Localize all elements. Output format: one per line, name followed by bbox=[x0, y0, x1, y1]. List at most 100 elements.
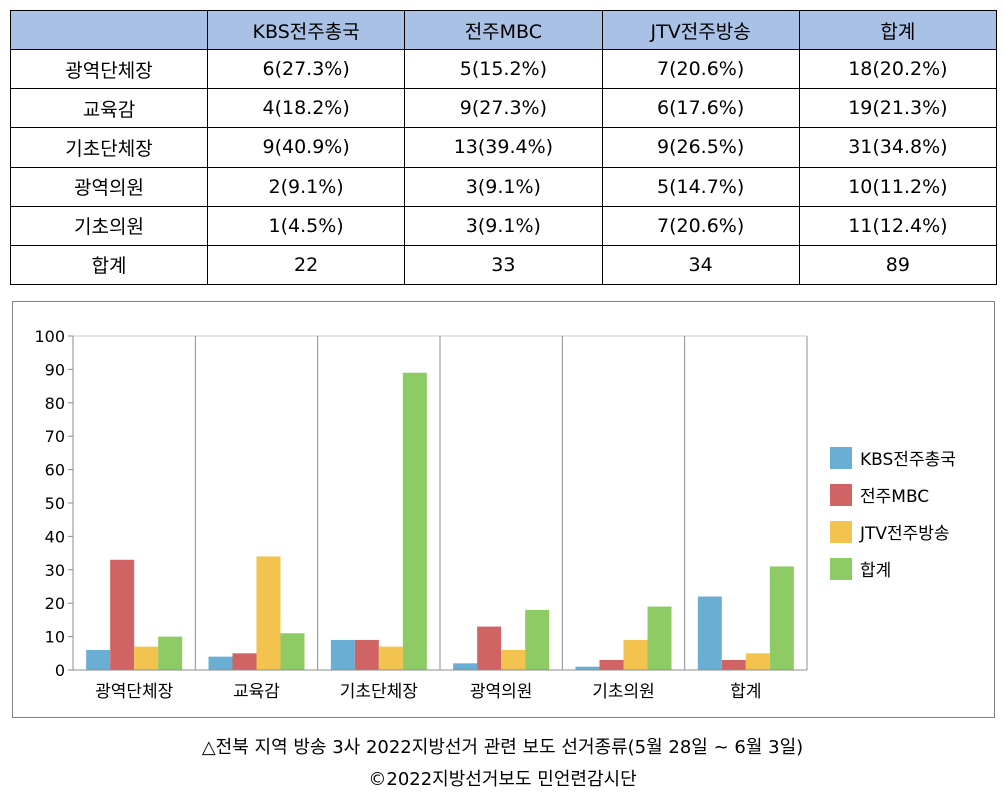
caption-line-2: ©2022지방선거보도 민언련감시단 bbox=[368, 769, 637, 790]
legend-swatch bbox=[830, 483, 852, 506]
bar bbox=[575, 666, 600, 670]
table-header-cell: 전주MBC bbox=[404, 9, 603, 51]
legend-label: JTV전주방송 bbox=[860, 524, 950, 544]
table-cell: 7(20.6%) bbox=[601, 205, 800, 246]
table-row: 기초단체장 9(40.9%) 13(39.4%) 9(26.5%) 31(34.… bbox=[10, 127, 998, 168]
table-row: 교육감 4(18.2%) 9(27.3%) 6(17.6%) 19(21.3%) bbox=[10, 88, 998, 129]
bar bbox=[745, 653, 770, 670]
table-cell: 5(15.2%) bbox=[404, 49, 603, 90]
table-cell: 3(9.1%) bbox=[404, 205, 603, 246]
table-cell: 6(27.3%) bbox=[206, 49, 406, 90]
table-cell: 4(18.2%) bbox=[206, 88, 406, 129]
y-tick-label: 50 bbox=[45, 494, 65, 513]
y-tick-label: 60 bbox=[45, 461, 65, 480]
bar bbox=[110, 559, 135, 670]
table-cell: 13(39.4%) bbox=[404, 127, 603, 168]
table-cell: 2(9.1%) bbox=[206, 166, 406, 207]
chart-container: 0 10 20 30 40 50 60 70 80 90 100 광역단체장 교육감 기초단체장 광역의원 기… bbox=[12, 301, 995, 718]
x-tick-label: 광역단체장 bbox=[95, 682, 174, 702]
table-header-cell: JTV전주방송 bbox=[601, 9, 800, 51]
table-cell: 89 bbox=[798, 244, 998, 286]
table-cell: 합계 bbox=[10, 244, 208, 286]
bar bbox=[769, 566, 794, 670]
legend-swatch bbox=[830, 557, 852, 580]
bar bbox=[158, 636, 183, 670]
table-header-row: KBS전주총국 전주MBC JTV전주방송 합계 bbox=[10, 9, 998, 51]
y-tick-label: 90 bbox=[45, 360, 65, 379]
bar-chart: 0 10 20 30 40 50 60 70 80 90 100 광역단체장 교육감 기초단체장 광역의원 기… bbox=[34, 327, 808, 702]
x-tick-label: 기초단체장 bbox=[340, 682, 419, 702]
table-total-row: 합계 22 33 34 89 bbox=[10, 244, 998, 286]
bar bbox=[86, 649, 111, 670]
y-tick-label: 70 bbox=[45, 427, 65, 446]
bar bbox=[697, 596, 722, 670]
x-tick-label: 광역의원 bbox=[470, 682, 533, 702]
table-cell: 7(20.6%) bbox=[601, 49, 800, 90]
y-tick-label: 10 bbox=[45, 628, 65, 647]
y-tick-label: 80 bbox=[45, 394, 65, 413]
table-cell: 광역의원 bbox=[10, 166, 208, 207]
legend-label: 전주MBC bbox=[860, 487, 930, 507]
bar bbox=[623, 639, 648, 670]
bar bbox=[647, 606, 672, 670]
table-header-cell: 합계 bbox=[798, 9, 998, 51]
bar bbox=[280, 633, 305, 670]
table-cell: 9(27.3%) bbox=[404, 88, 603, 129]
bar bbox=[354, 639, 379, 670]
data-table: KBS전주총국 전주MBC JTV전주방송 합계 광역단체장 6(27.3%) … bbox=[10, 9, 998, 286]
y-tick-label: 30 bbox=[45, 561, 65, 580]
bar bbox=[402, 372, 427, 670]
bar bbox=[378, 646, 403, 670]
table-cell: 기초의원 bbox=[10, 205, 208, 246]
legend-swatch bbox=[830, 520, 852, 543]
table-cell: 6(17.6%) bbox=[601, 88, 800, 129]
y-tick-label: 40 bbox=[45, 527, 65, 546]
table-cell: 19(21.3%) bbox=[798, 88, 998, 129]
bar bbox=[256, 556, 281, 670]
bar bbox=[599, 659, 624, 670]
table-cell: 1(4.5%) bbox=[206, 205, 406, 246]
table-cell: 11(12.4%) bbox=[798, 205, 998, 246]
legend-swatch bbox=[830, 446, 852, 469]
bar bbox=[208, 656, 233, 670]
table-header-cell: KBS전주총국 bbox=[206, 9, 406, 51]
table-cell: 광역단체장 bbox=[10, 49, 208, 90]
table-cell: 교육감 bbox=[10, 88, 208, 129]
table-row: 기초의원 1(4.5%) 3(9.1%) 7(20.6%) 11(12.4%) bbox=[10, 205, 998, 246]
y-tick-label: 0 bbox=[55, 661, 65, 680]
bar bbox=[477, 626, 502, 670]
table-cell: 9(26.5%) bbox=[601, 127, 800, 168]
table-cell: 10(11.2%) bbox=[798, 166, 998, 207]
table-cell: 5(14.7%) bbox=[601, 166, 800, 207]
legend-item: JTV전주방송 bbox=[830, 513, 956, 550]
x-tick-label: 합계 bbox=[730, 682, 761, 702]
caption-line-1: △전북 지역 방송 3사 2022지방선거 관련 보도 선거종류(5월 28일 … bbox=[201, 737, 804, 758]
x-tick-label: 기초의원 bbox=[592, 682, 655, 702]
table-cell: 33 bbox=[404, 244, 603, 286]
x-tick-label: 교육감 bbox=[233, 682, 280, 702]
bar bbox=[501, 649, 526, 670]
table-cell: 18(20.2%) bbox=[798, 49, 998, 90]
table-cell: 9(40.9%) bbox=[206, 127, 406, 168]
table-row: 광역단체장 6(27.3%) 5(15.2%) 7(20.6%) 18(20.2… bbox=[10, 49, 998, 90]
y-tick-label: 100 bbox=[34, 327, 65, 346]
legend-item: KBS전주총국 bbox=[830, 439, 956, 476]
bar bbox=[330, 639, 355, 670]
table-header-cell bbox=[10, 9, 208, 51]
legend-label: KBS전주총국 bbox=[860, 450, 956, 470]
table-cell: 22 bbox=[206, 244, 406, 286]
table-cell: 기초단체장 bbox=[10, 127, 208, 168]
bar bbox=[525, 609, 550, 670]
bar bbox=[721, 659, 746, 670]
bar bbox=[453, 663, 478, 670]
chart-legend: KBS전주총국 전주MBC JTV전주방송 합계 bbox=[830, 439, 956, 587]
y-tick-label: 20 bbox=[45, 594, 65, 613]
legend-item: 전주MBC bbox=[830, 476, 956, 513]
table-cell: 3(9.1%) bbox=[404, 166, 603, 207]
table-cell: 34 bbox=[601, 244, 800, 286]
bar bbox=[232, 653, 257, 670]
legend-label: 합계 bbox=[860, 561, 892, 581]
table-row: 광역의원 2(9.1%) 3(9.1%) 5(14.7%) 10(11.2%) bbox=[10, 166, 998, 207]
legend-item: 합계 bbox=[830, 550, 956, 587]
table-cell: 31(34.8%) bbox=[798, 127, 998, 168]
